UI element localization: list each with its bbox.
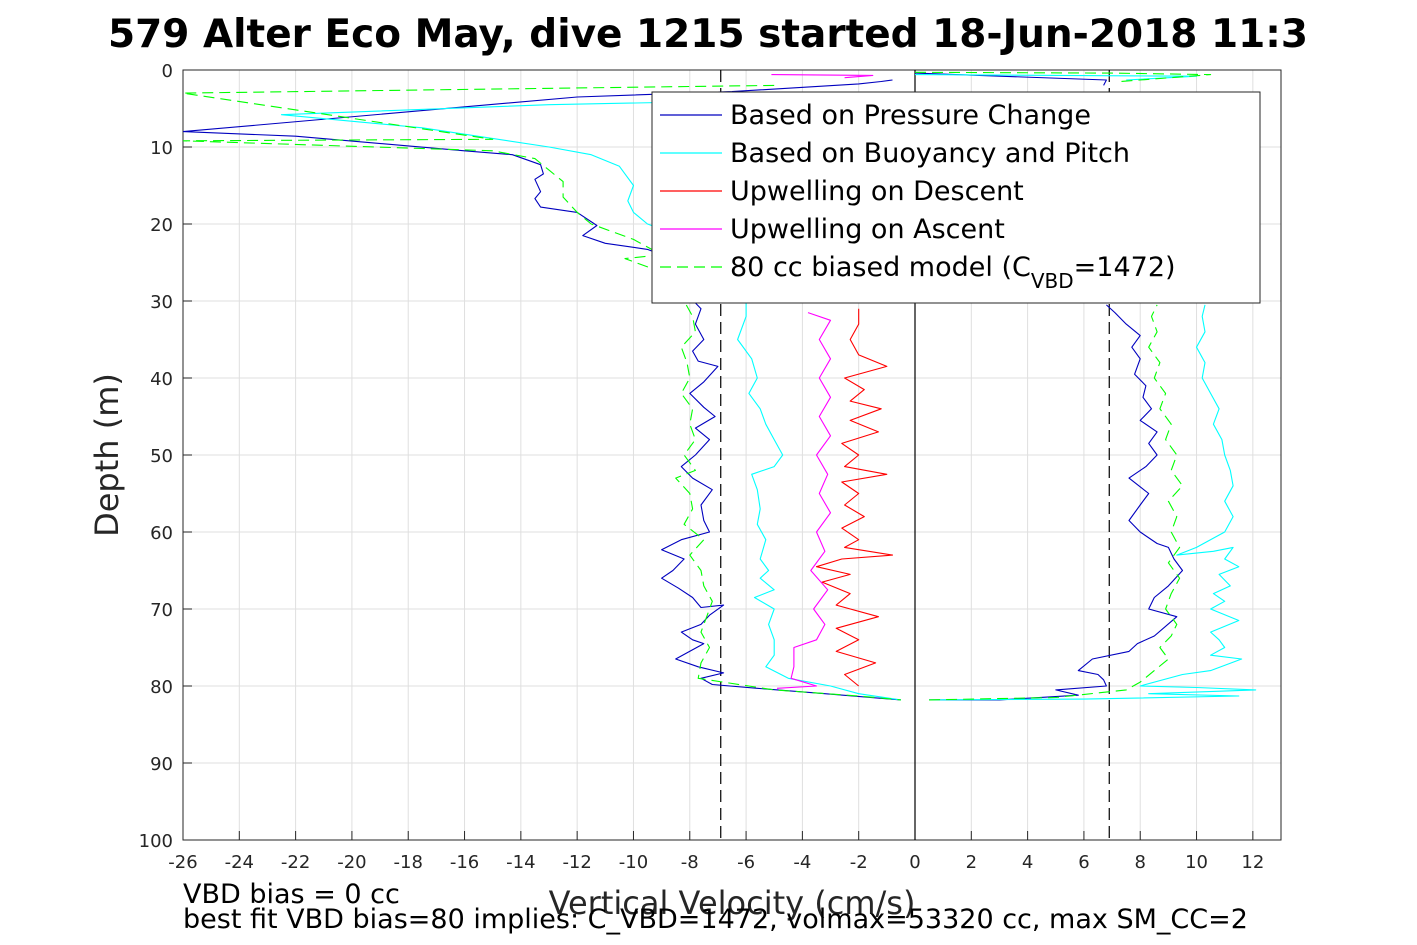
y-tick-label: 50 (150, 446, 173, 467)
y-tick-label: 60 (150, 523, 173, 544)
y-axis-label: Depth (m) (88, 373, 126, 537)
chart-title: 579 Alter Eco May, dive 1215 started 18-… (108, 12, 1308, 57)
x-tick-label: -18 (394, 852, 423, 873)
x-tick-label: -6 (737, 852, 755, 873)
y-tick-labels: 0 10 20 30 40 50 60 70 80 90 100 (139, 61, 173, 852)
x-tick-label: 0 (909, 852, 920, 873)
x-tick-label: -2 (850, 852, 868, 873)
x-tick-label: -12 (562, 852, 591, 873)
x-tick-label: -14 (506, 852, 535, 873)
x-tick-label: -16 (450, 852, 479, 873)
axes (182, 69, 1282, 841)
y-tick-label: 90 (150, 754, 173, 775)
x-tick-label: -20 (337, 852, 366, 873)
series-2-descent-line (280, 100, 901, 701)
y-tick-label: 100 (139, 831, 173, 852)
series-4-ascent-line (776, 312, 832, 689)
bias-annotation: VBD bias = 0 cc (183, 879, 400, 910)
series-4-ascent_top-line (771, 74, 874, 79)
y-tick-label: 70 (150, 600, 173, 621)
series-3-descent-line (815, 308, 894, 687)
y-tick-label: 0 (162, 61, 173, 82)
y-tick-label: 80 (150, 677, 173, 698)
y-tick-label: 30 (150, 292, 173, 313)
y-tick-label: 20 (150, 215, 173, 236)
x-tick-label: -4 (793, 852, 811, 873)
x-tick-label: 4 (1022, 852, 1033, 873)
series-1-descent-line (183, 79, 901, 701)
series-5-ascent-line (929, 304, 1184, 701)
series-1-ascent-line (929, 304, 1184, 701)
x-tick-label: 10 (1185, 852, 1208, 873)
fit-annotation: best fit VBD bias=80 implies: C_VBD=1472… (183, 904, 1248, 935)
series-2-ascent_top-line (914, 74, 1198, 81)
x-axis-label: Vertical Velocity (cm/s) (549, 884, 916, 922)
legend-label-1: Based on Pressure Change (730, 100, 1091, 131)
x-tick-label: 8 (1135, 852, 1146, 873)
legend-label-5: 80 cc biased model (CVBD=1472) (730, 252, 1176, 293)
legend-label-3: Upwelling on Descent (730, 176, 1024, 207)
legend-label-4: Upwelling on Ascent (730, 214, 1005, 245)
x-tick-label: -10 (619, 852, 648, 873)
series-2-ascent-line (929, 304, 1257, 701)
legend-label-2: Based on Buoyancy and Pitch (730, 138, 1130, 169)
x-tick-label: -24 (225, 852, 254, 873)
legend: Based on Pressure Change Based on Buoyanc… (651, 91, 1261, 304)
y-tick-label: 40 (150, 369, 173, 390)
x-tick-label: -22 (281, 852, 310, 873)
x-tick-labels: -26 -24 -22 -20 -18 -16 -14 -12 -10 -8 -6 -4 -2 0 2 4 6 8… (168, 852, 1264, 873)
series-5-ascent_top-line (914, 71, 1212, 83)
x-tick-label: 6 (1078, 852, 1089, 873)
legend-box (651, 91, 1261, 304)
y-tick-label: 10 (150, 138, 173, 159)
x-tick-label: -26 (168, 852, 197, 873)
x-tick-label: 2 (966, 852, 977, 873)
x-tick-label: -8 (681, 852, 699, 873)
series-group (183, 71, 1257, 701)
series-5-descent-line (183, 84, 901, 701)
x-tick-label: 12 (1241, 852, 1264, 873)
